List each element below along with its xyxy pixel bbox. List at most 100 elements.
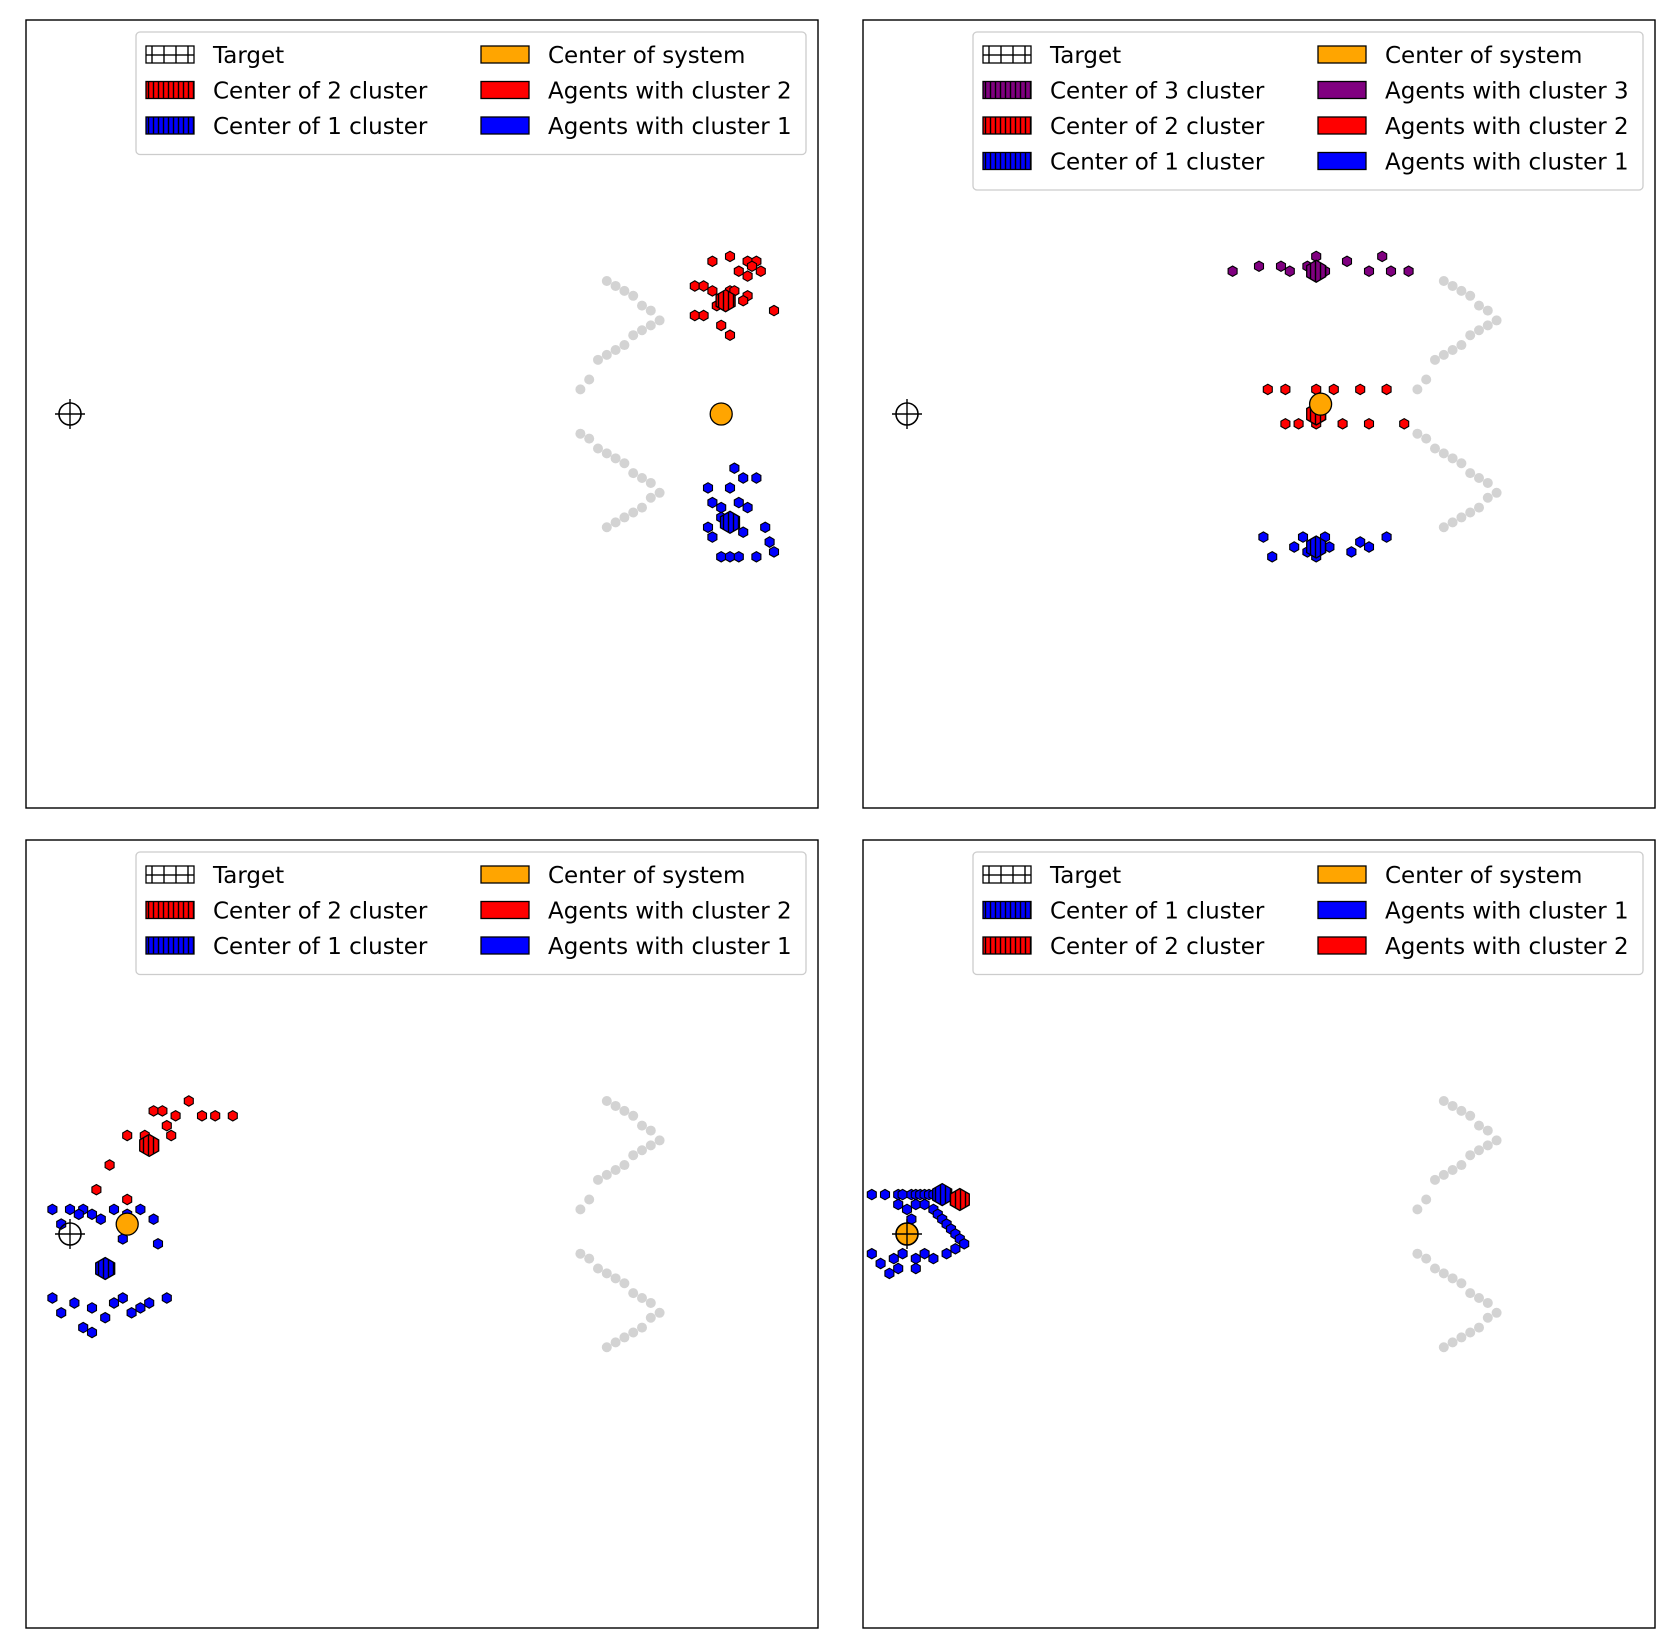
agent-point (148, 1105, 159, 1117)
agent-point (108, 1297, 120, 1309)
obstacle-point (1482, 1312, 1493, 1323)
obstacle-point (637, 1322, 647, 1333)
obstacle-point (1447, 1100, 1458, 1111)
legend-label: Center of 1 cluster (1050, 150, 1265, 176)
obstacle-point (1465, 290, 1476, 301)
obstacle-point (584, 374, 595, 385)
agents-cluster-3 (1227, 250, 1414, 278)
agent-point (733, 496, 744, 509)
obstacle-point (637, 1120, 647, 1131)
agent-point (1337, 417, 1348, 430)
obstacle-point (1456, 1332, 1467, 1343)
agent-point (69, 1297, 80, 1309)
obstacle-point (1438, 448, 1449, 459)
legend-label: Agents with cluster 2 (548, 79, 792, 105)
target-marker (892, 399, 922, 429)
agent-point (135, 1302, 146, 1314)
obstacle-point (619, 1332, 630, 1343)
obstacle-point (654, 315, 665, 326)
obstacle-point (1447, 1273, 1458, 1284)
upper-chevron (575, 1096, 665, 1215)
agent-point (919, 1198, 930, 1211)
obstacle-point (575, 384, 586, 395)
obstacle-point (1430, 354, 1440, 365)
legend-swatch (480, 45, 530, 64)
obstacle-point (1421, 433, 1432, 444)
obstacle-point (645, 1297, 656, 1308)
agent-point (91, 1183, 102, 1196)
legend-label: Center of system (548, 863, 745, 889)
lower-chevron (575, 428, 665, 533)
obstacle-point (1482, 1125, 1493, 1136)
obstacle-point (1482, 1297, 1493, 1308)
center-of-system (115, 1212, 139, 1236)
legend-swatch (1317, 936, 1367, 955)
panel-top-right: Target Center of 3 cluster Center of 2 clu… (862, 19, 1656, 809)
obstacle-point (1421, 1194, 1432, 1205)
agent-point (78, 1321, 89, 1334)
legend: Target Center of 2 cluster Center of 1 clu… (135, 851, 807, 976)
agent-point (1381, 383, 1392, 396)
obstacle-point (637, 473, 647, 484)
legend-swatch (480, 936, 530, 955)
legend-swatch (1317, 45, 1367, 64)
legend-label: Target (212, 43, 284, 69)
agent-point (919, 1247, 930, 1260)
agent-point (117, 1233, 128, 1245)
agent-point (161, 1292, 172, 1304)
agents-cluster-1 (702, 462, 780, 563)
obstacle-point (584, 1194, 595, 1205)
agent-point (702, 482, 714, 494)
upper-chevron (575, 276, 665, 395)
legend-label: Center of system (548, 43, 745, 69)
obstacle-point (1474, 502, 1484, 513)
legend-label: Center of 2 cluster (1050, 934, 1265, 960)
obstacle-point (1438, 1268, 1449, 1279)
agent-point (117, 1292, 128, 1304)
agent-point (170, 1109, 181, 1122)
legend-label: Agents with cluster 2 (1385, 934, 1629, 960)
agent-point (1399, 417, 1410, 430)
agent-point (768, 546, 780, 558)
obstacle-point (1438, 1342, 1449, 1353)
agent-point (157, 1105, 168, 1117)
cluster-center-1 (719, 510, 741, 535)
obstacle-point (601, 349, 612, 360)
obstacle-point (1465, 507, 1476, 518)
agent-point (1381, 531, 1392, 543)
obstacle-point (645, 1312, 656, 1323)
obstacle-point (619, 340, 630, 351)
agent-point (879, 1188, 891, 1201)
obstacle-point (1438, 1096, 1449, 1107)
obstacle-point (1474, 1145, 1484, 1156)
legend-label: Center of system (1385, 43, 1582, 69)
obstacle-point (1474, 1293, 1484, 1304)
legend-swatch (480, 116, 530, 135)
agent-point (738, 294, 749, 307)
agent-point (86, 1208, 98, 1221)
agent-point (866, 1247, 877, 1260)
legend-swatch (1317, 80, 1367, 100)
axes-frame (862, 839, 1656, 1629)
legend-label: Agents with cluster 1 (1385, 150, 1629, 176)
agent-point (64, 1203, 76, 1216)
agent-point (183, 1095, 194, 1107)
obstacle-point (610, 280, 621, 291)
agent-point (689, 280, 700, 292)
legend-swatch (982, 865, 1032, 884)
lower-chevron (1412, 428, 1502, 533)
obstacle-point (1482, 477, 1493, 488)
agent-point (1267, 550, 1278, 563)
cluster-center-3 (1306, 259, 1327, 283)
obstacle-point (619, 512, 630, 523)
agent-point (1262, 383, 1273, 396)
obstacle-point (601, 522, 612, 533)
agents-cluster-2 (689, 250, 780, 342)
obstacle-point (628, 330, 639, 341)
agent-point (86, 1302, 98, 1314)
agent-point (1341, 255, 1353, 268)
legend-label: Agents with cluster 3 (1385, 79, 1629, 105)
agent-point (910, 1252, 921, 1265)
agent-point (1297, 531, 1309, 543)
